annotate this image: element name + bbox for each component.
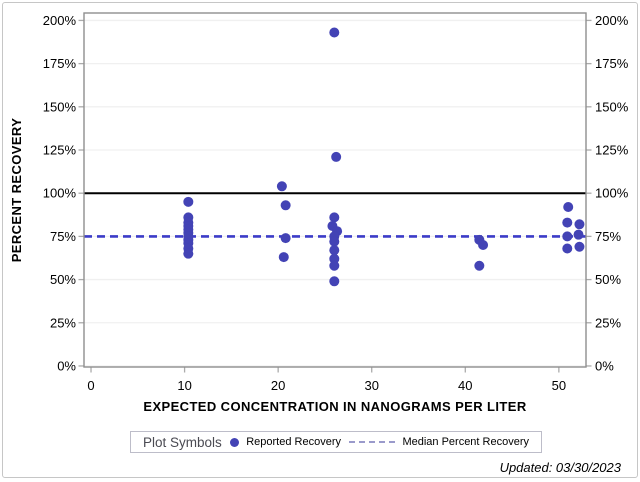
legend-item-label: Median Percent Recovery — [402, 436, 529, 448]
legend-item-reported-recovery: Reported Recovery — [230, 436, 341, 448]
data-point — [329, 253, 340, 264]
data-point — [573, 229, 584, 240]
y-tick-label-right: 100% — [595, 186, 629, 201]
ticks-layer: 0% 0% 25% 25% 50% 50% 75% 75% 100% 100% 125% 125% 15… — [43, 13, 629, 393]
data-point — [478, 240, 489, 251]
data-point — [562, 217, 573, 228]
data-point — [329, 260, 340, 271]
data-point — [474, 260, 485, 271]
legend-item-median-recovery: Median Percent Recovery — [349, 436, 529, 448]
data-point — [562, 243, 573, 254]
legend-title: Plot Symbols — [143, 434, 222, 450]
y-tick-label-left: 75% — [50, 229, 76, 244]
x-axis-title: EXPECTED CONCENTRATION IN NANOGRAMS PER … — [143, 399, 526, 414]
x-tick-label: 10 — [177, 378, 191, 393]
scatter-marker-icon — [230, 437, 240, 447]
data-point — [563, 202, 574, 213]
data-point — [329, 276, 340, 287]
y-tick-label-left: 125% — [43, 143, 77, 158]
legend-box: Plot Symbols Reported Recovery Median Pe… — [130, 431, 542, 453]
data-point — [276, 181, 287, 192]
y-tick-label-right: 200% — [595, 13, 629, 28]
y-tick-label-right: 75% — [595, 229, 621, 244]
data-point — [574, 219, 585, 230]
data-point — [574, 241, 585, 252]
x-tick-label: 40 — [458, 378, 472, 393]
data-point — [183, 196, 194, 207]
y-tick-label-left: 50% — [50, 272, 76, 287]
data-point — [183, 248, 194, 259]
y-tick-label-right: 0% — [595, 358, 614, 373]
y-tick-label-right: 150% — [595, 99, 629, 114]
legend-item-label: Reported Recovery — [246, 436, 341, 448]
x-tick-label: 20 — [271, 378, 285, 393]
y-tick-label-left: 200% — [43, 13, 77, 28]
data-point — [329, 212, 340, 223]
y-tick-label-left: 150% — [43, 99, 77, 114]
x-tick-label: 50 — [552, 378, 566, 393]
y-tick-label-left: 25% — [50, 315, 76, 330]
data-point — [329, 245, 340, 256]
data-point — [329, 236, 340, 247]
y-tick-label-right: 125% — [595, 143, 629, 158]
data-points-layer — [183, 27, 585, 287]
x-tick-label: 0 — [87, 378, 94, 393]
y-tick-label-left: 0% — [57, 358, 76, 373]
plot-area-border — [83, 12, 587, 368]
updated-date-note: Updated: 03/30/2023 — [499, 460, 621, 475]
y-axis-title: PERCENT RECOVERY — [9, 118, 24, 263]
data-point — [562, 231, 573, 242]
data-point — [280, 200, 291, 211]
y-tick-label-right: 50% — [595, 272, 621, 287]
x-tick-label: 30 — [364, 378, 378, 393]
y-tick-label-left: 175% — [43, 56, 77, 71]
data-point — [280, 233, 291, 244]
scatter-plot: 0% 0% 25% 25% 50% 50% 75% 75% 100% 100% 125% 125% 15… — [9, 12, 629, 414]
data-point — [278, 252, 289, 263]
y-tick-label-right: 25% — [595, 315, 621, 330]
y-tick-label-left: 100% — [43, 186, 77, 201]
y-tick-label-right: 175% — [595, 56, 629, 71]
data-point — [329, 27, 340, 38]
dashed-line-icon — [349, 441, 396, 443]
data-point — [331, 151, 342, 162]
